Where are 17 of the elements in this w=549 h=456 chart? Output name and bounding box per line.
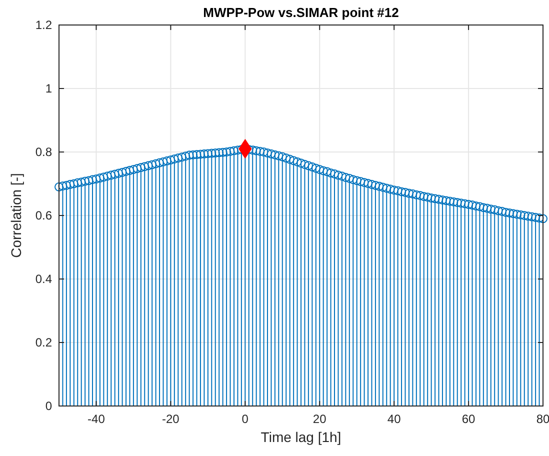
x-tick-label: 60 (462, 412, 476, 426)
x-tick-label: 0 (242, 412, 249, 426)
y-tick-label: 0.4 (35, 272, 52, 286)
y-axis-title: Correlation [-] (8, 173, 24, 258)
x-tick-label: 20 (312, 412, 327, 426)
x-tick-label: -20 (162, 412, 180, 426)
x-tick-label: 40 (387, 412, 402, 426)
y-tick-label: 0.2 (35, 336, 52, 350)
y-tick-label: 0.6 (35, 208, 52, 222)
y-tick-label: 1.2 (35, 18, 52, 32)
x-axis-title: Time lag [1h] (260, 429, 342, 445)
chart-title: MWPP-Pow vs.SIMAR point #12 (203, 5, 399, 20)
y-tick-label: 0.8 (35, 145, 52, 159)
x-tick-label: 80 (536, 412, 549, 426)
y-tick-label: 1 (45, 82, 52, 96)
x-tick-label: -40 (88, 412, 106, 426)
y-tick-label: 0 (45, 399, 52, 413)
